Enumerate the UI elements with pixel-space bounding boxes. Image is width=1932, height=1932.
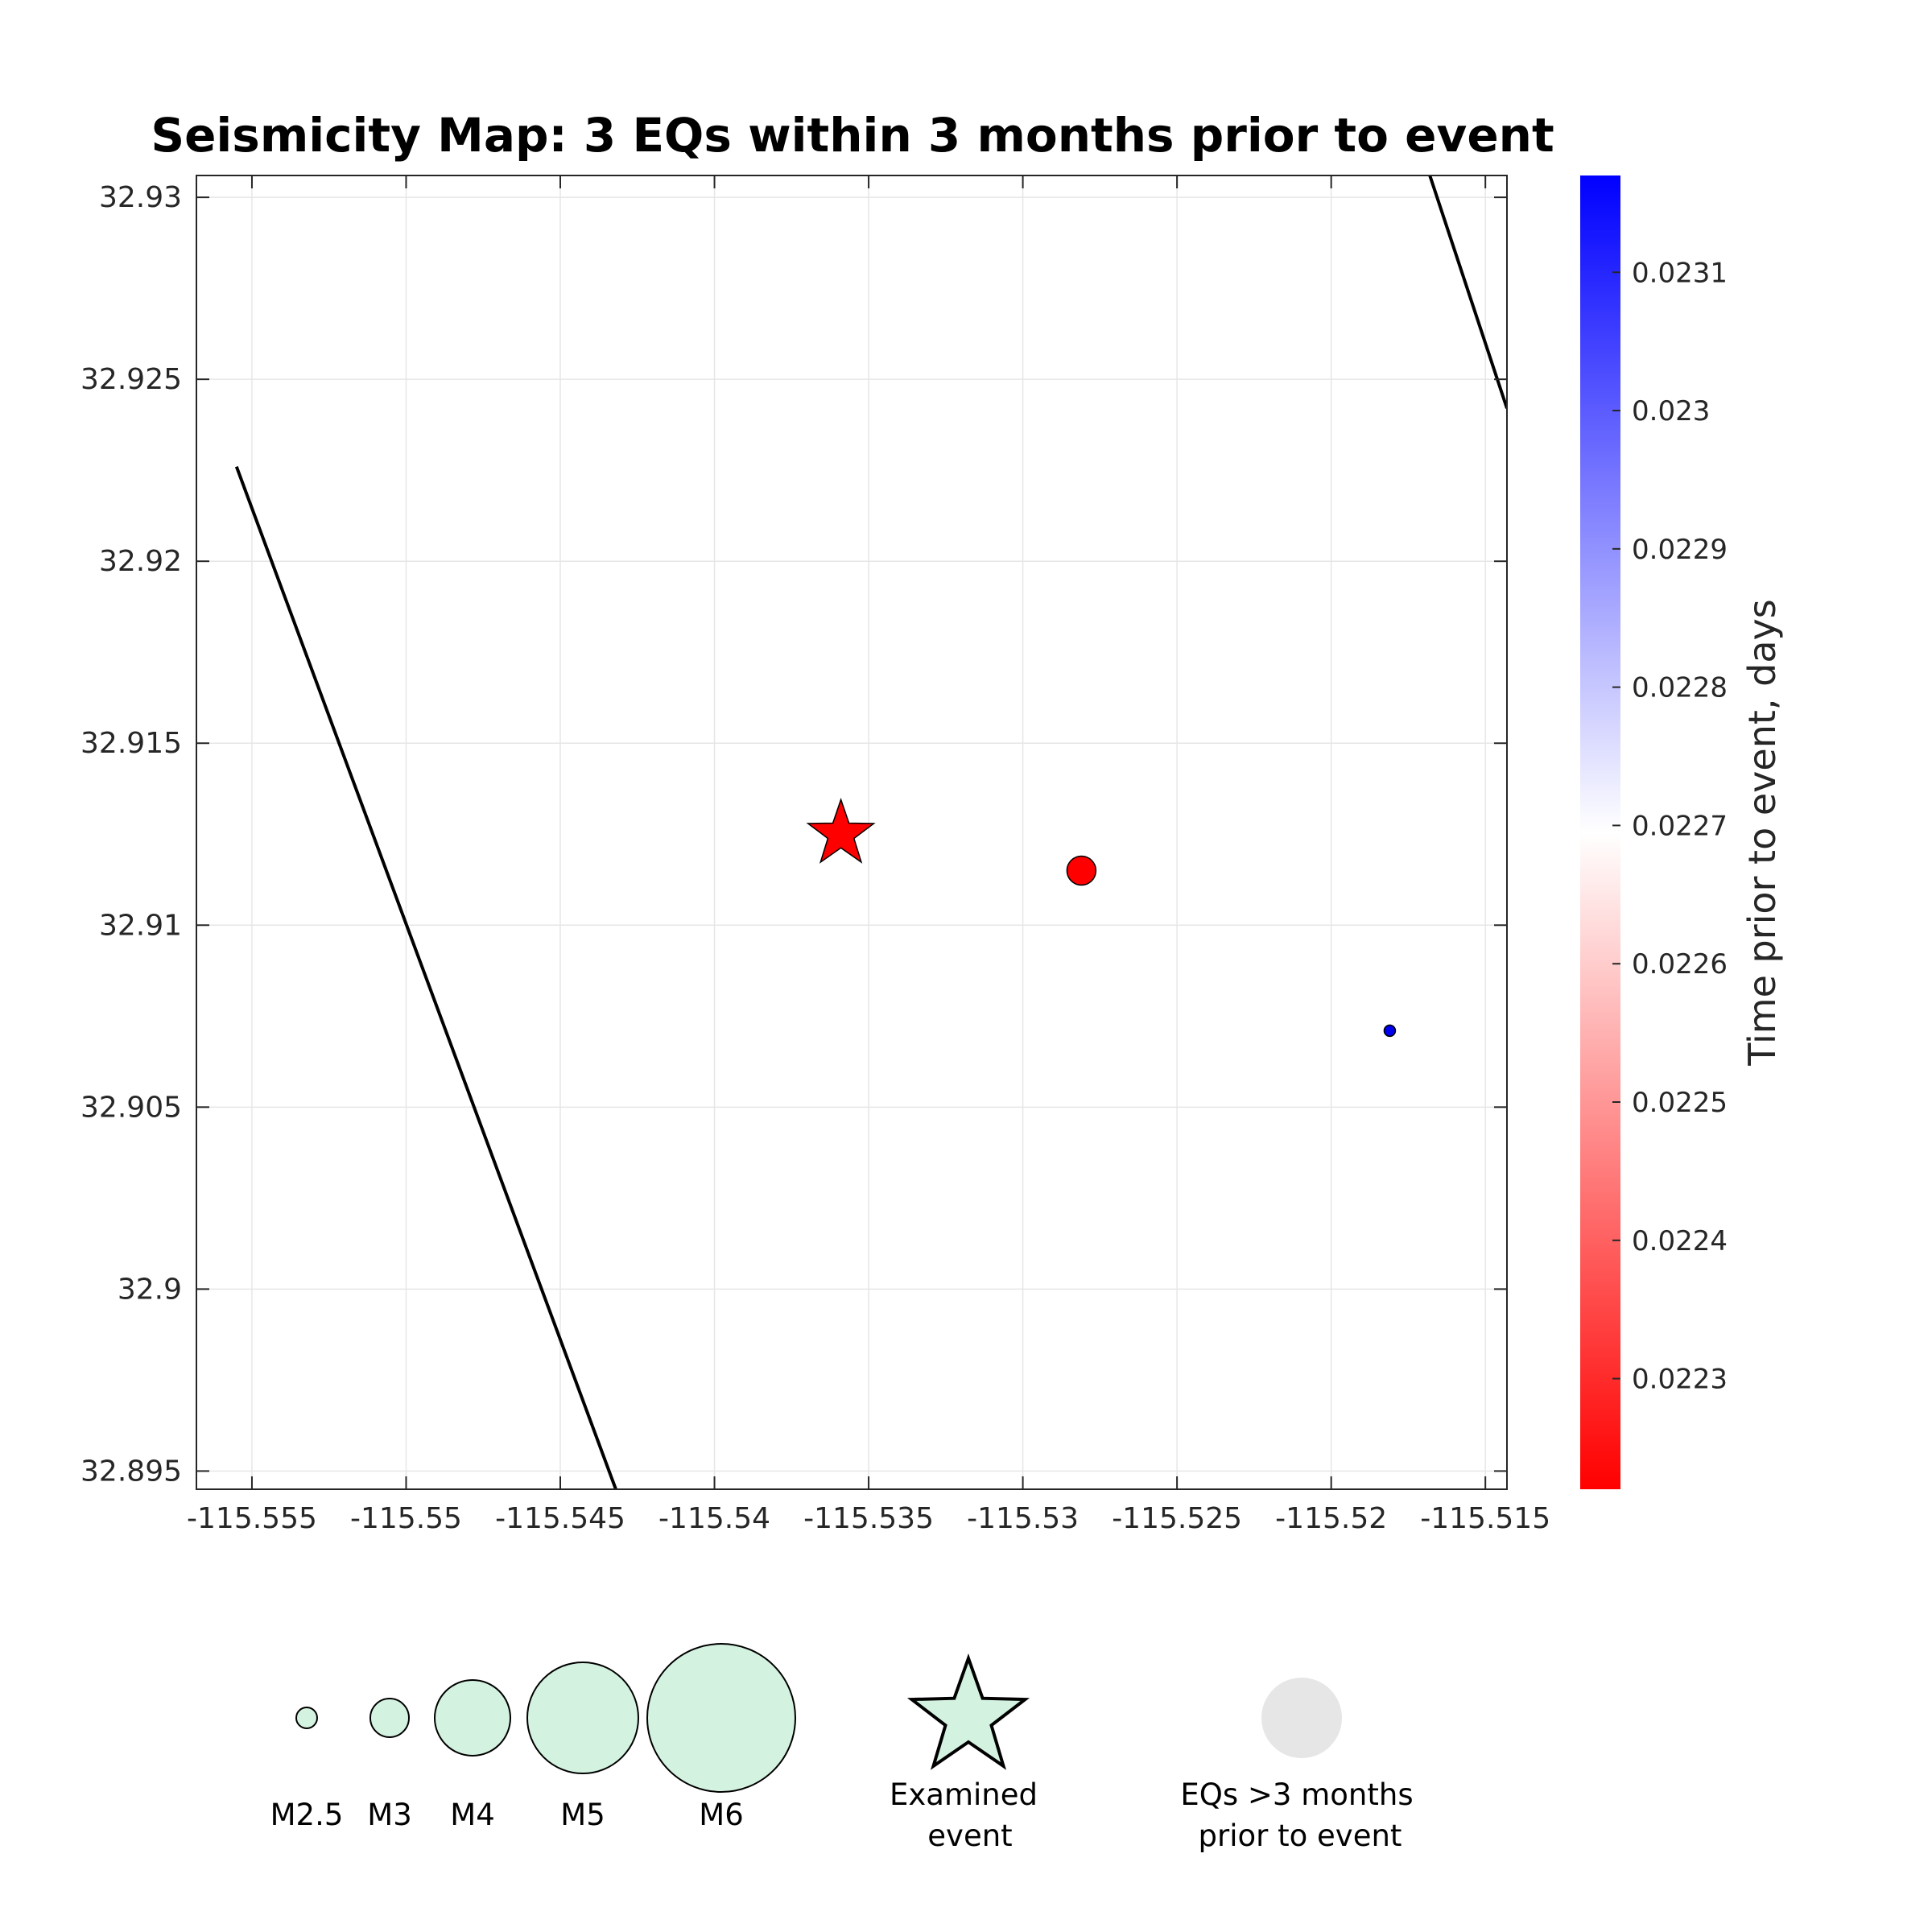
colorbar-tick-label: 0.0231 xyxy=(1632,257,1728,289)
x-tick-label: -115.545 xyxy=(495,1502,625,1535)
chart-title: Seismicity Map: 3 EQs within 3 months pr… xyxy=(151,108,1554,163)
fault-lines xyxy=(234,175,1507,1489)
y-tick-label: 32.91 xyxy=(99,909,182,942)
legend-m25-label: M2.5 xyxy=(270,1798,344,1832)
colorbar xyxy=(1580,175,1620,1489)
legend-m5-label: M5 xyxy=(560,1798,605,1832)
x-tick-label: -115.55 xyxy=(350,1502,462,1535)
y-tick-label: 32.93 xyxy=(99,181,182,214)
y-tick-label: 32.905 xyxy=(80,1091,182,1124)
earthquake-marker xyxy=(1383,1024,1397,1038)
event-markers xyxy=(806,797,1397,1038)
legend-star-icon xyxy=(906,1653,1030,1770)
colorbar-tick-label: 0.0225 xyxy=(1632,1087,1728,1119)
legend-old-label-2: prior to event xyxy=(1199,1818,1402,1853)
colorbar-label: Time prior to event, days xyxy=(1740,599,1784,1066)
colorbar-tick-label: 0.0227 xyxy=(1632,810,1728,842)
x-tick-label: -115.54 xyxy=(658,1502,770,1535)
colorbar-tick-label: 0.0228 xyxy=(1632,672,1728,704)
legend-star-shape xyxy=(906,1653,1030,1770)
colorbar-tick-label: 0.0224 xyxy=(1632,1225,1728,1257)
axis-ticks: -115.555 -115.55 -115.545 -115.54 -115.535 -1… xyxy=(80,175,1550,1535)
legend-examined-label-1: Examined xyxy=(890,1777,1038,1812)
legend-m6-label: M6 xyxy=(699,1798,743,1832)
y-tick-label: 32.9 xyxy=(118,1273,182,1306)
x-tick-label: -115.525 xyxy=(1112,1502,1242,1535)
grid-lines xyxy=(196,175,1507,1489)
x-tick-label: -115.52 xyxy=(1275,1502,1387,1535)
y-tick-label: 32.915 xyxy=(80,727,182,760)
y-tick-label: 32.925 xyxy=(80,363,182,396)
legend-old-eq-marker xyxy=(1261,1678,1342,1758)
legend-m25-marker xyxy=(295,1707,318,1729)
legend-m3-label: M3 xyxy=(367,1798,411,1832)
colorbar-tick-label: 0.0223 xyxy=(1632,1364,1728,1396)
legend-m3-marker xyxy=(369,1698,410,1738)
y-tick-label: 32.895 xyxy=(80,1455,182,1488)
fault-line xyxy=(234,466,617,1489)
plot-frame xyxy=(196,175,1508,1490)
examined-event-star xyxy=(806,797,876,864)
y-tick-label: 32.92 xyxy=(99,545,182,578)
legend-m6-marker xyxy=(646,1643,796,1793)
colorbar-tick-label: 0.0229 xyxy=(1632,534,1728,566)
x-tick-label: -115.535 xyxy=(803,1502,934,1535)
magnitude-legend: M2.5 M3 M4 M5 M6 Examined event EQs >3 m… xyxy=(270,1643,1414,1853)
legend-m4-marker xyxy=(434,1679,511,1757)
legend-m5-marker xyxy=(526,1662,639,1774)
legend-old-label-1: EQs >3 months xyxy=(1180,1777,1413,1812)
legend-m4-label: M4 xyxy=(450,1798,494,1832)
colorbar-ticks: 0.0223 0.0224 0.0225 0.0226 0.0227 0.0228 0.02… xyxy=(1612,257,1728,1396)
x-tick-label: -115.555 xyxy=(187,1502,317,1535)
legend-examined-label-2: event xyxy=(927,1818,1012,1853)
fault-line xyxy=(1428,175,1507,409)
colorbar-tick-label: 0.0226 xyxy=(1632,948,1728,980)
x-tick-label: -115.515 xyxy=(1420,1502,1550,1535)
x-tick-label: -115.53 xyxy=(967,1502,1079,1535)
colorbar-tick-label: 0.023 xyxy=(1632,395,1710,427)
earthquake-marker xyxy=(1066,855,1097,886)
